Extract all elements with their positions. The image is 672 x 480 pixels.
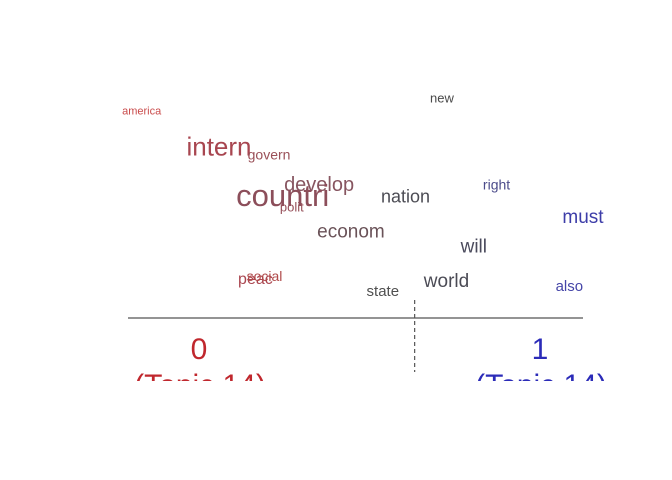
word-label-right: right — [483, 176, 510, 192]
word-label-develop: develop — [284, 174, 354, 196]
word-label-peac: peac — [238, 271, 273, 288]
left-axis-label: 0 — [191, 333, 208, 366]
word-label-will: will — [460, 236, 487, 257]
word-label-polit: polit — [280, 199, 304, 214]
word-label-intern: intern — [186, 131, 251, 161]
word-label-also: also — [556, 278, 584, 295]
word-label-america: america — [122, 105, 162, 117]
word-label-new: new — [430, 90, 454, 105]
bottom-clip-cover — [0, 381, 672, 480]
word-label-world: world — [423, 271, 469, 292]
word-label-social: social — [247, 268, 283, 284]
word-label-econom: econom — [317, 222, 385, 243]
word-label-must: must — [562, 207, 604, 228]
word-label-nation: nation — [381, 187, 430, 207]
word-label-countri: countri — [236, 178, 329, 213]
word-label-state: state — [367, 283, 400, 300]
right-axis-label: 1 — [532, 333, 549, 366]
word-label-govern: govern — [248, 147, 291, 163]
